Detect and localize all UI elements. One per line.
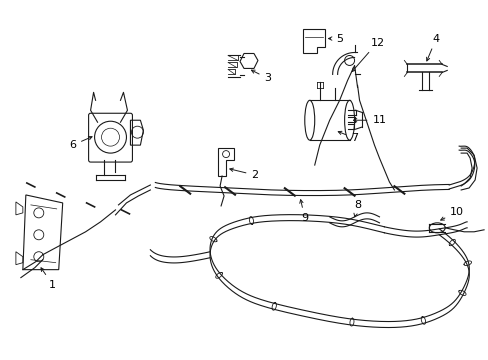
Text: 2: 2 [229,168,258,180]
Text: 12: 12 [351,37,384,72]
Text: 6: 6 [69,136,92,150]
Text: 9: 9 [299,200,308,223]
Text: 4: 4 [426,33,439,61]
Text: 1: 1 [41,268,56,289]
Text: 10: 10 [440,207,463,220]
Text: 11: 11 [353,115,386,125]
Text: 8: 8 [353,200,360,217]
Text: 3: 3 [251,70,271,84]
Text: 5: 5 [328,33,343,44]
Text: 7: 7 [338,131,357,143]
